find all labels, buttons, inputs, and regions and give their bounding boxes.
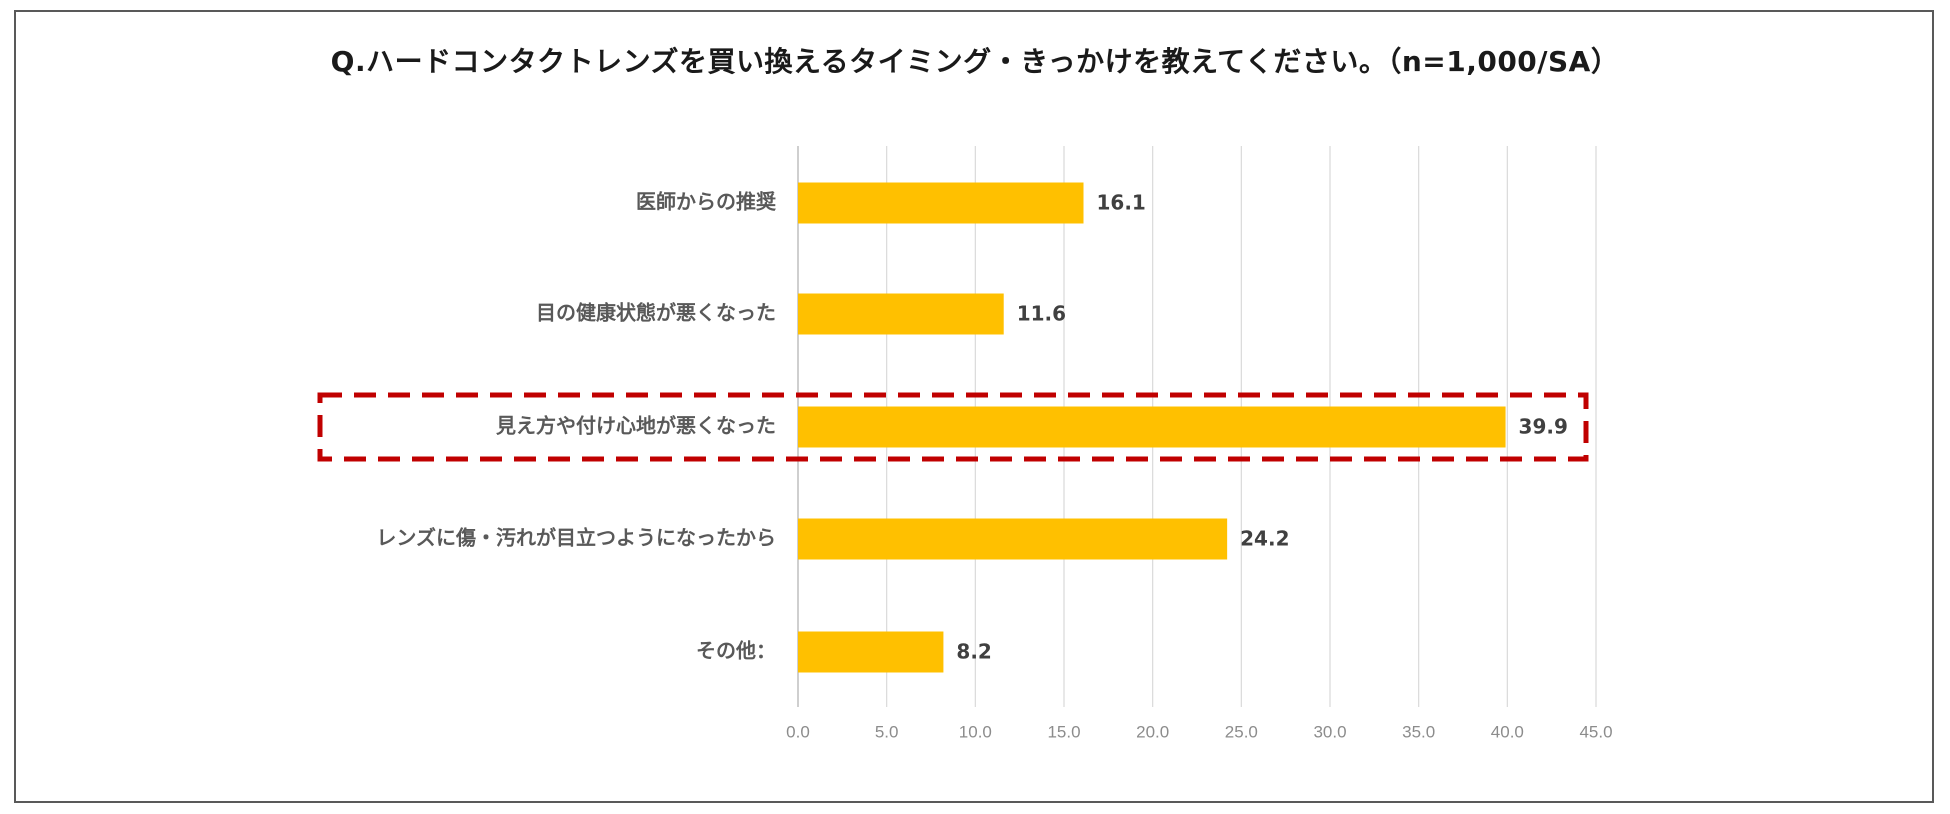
bar [798,406,1506,448]
x-tick-label: 45.0 [1579,722,1612,741]
category-labels: 医師からの推奨目の健康状態が悪くなった見え方や付け心地が悪くなったレンズに傷・汚… [376,190,777,663]
bar [798,631,944,673]
category-label: 医師からの推奨 [636,190,777,214]
data-label: 39.9 [1519,415,1568,439]
data-label: 8.2 [956,640,991,664]
bar [798,293,1004,335]
bars [798,182,1506,673]
highlight-box [317,392,1589,462]
x-tick-label: 0.0 [786,722,810,741]
x-tick-label: 25.0 [1225,722,1258,741]
bar [798,182,1084,224]
category-label: 目の健康状態が悪くなった [536,301,776,325]
value-labels: 16.1 11.6 39.9 24.2 8.2 [956,191,1568,664]
category-label: 見え方や付け心地が悪くなった [496,414,776,438]
data-label: 24.2 [1240,527,1289,551]
bar [798,518,1228,560]
x-tick-label: 30.0 [1313,722,1346,741]
x-tick-label: 35.0 [1402,722,1435,741]
category-label: その他： [696,639,776,663]
x-tick-label: 20.0 [1136,722,1169,741]
x-tick-label: 15.0 [1047,722,1080,741]
data-label: 11.6 [1017,302,1066,326]
data-label: 16.1 [1097,191,1146,215]
highlight-layer [317,392,1589,462]
x-tick-label: 40.0 [1491,722,1524,741]
category-label: レンズに傷・汚れが目立つようになったから [376,526,776,550]
chart-title: Q.ハードコンタクトレンズを買い換えるタイミング・きっかけを教えてください。（n… [330,45,1620,78]
x-axis-ticks: 0.0 5.0 10.0 15.0 20.0 25.0 30.0 35.0 40.0 45.0 [786,722,1612,741]
x-tick-label: 10.0 [959,722,992,741]
x-tick-label: 5.0 [875,722,899,741]
